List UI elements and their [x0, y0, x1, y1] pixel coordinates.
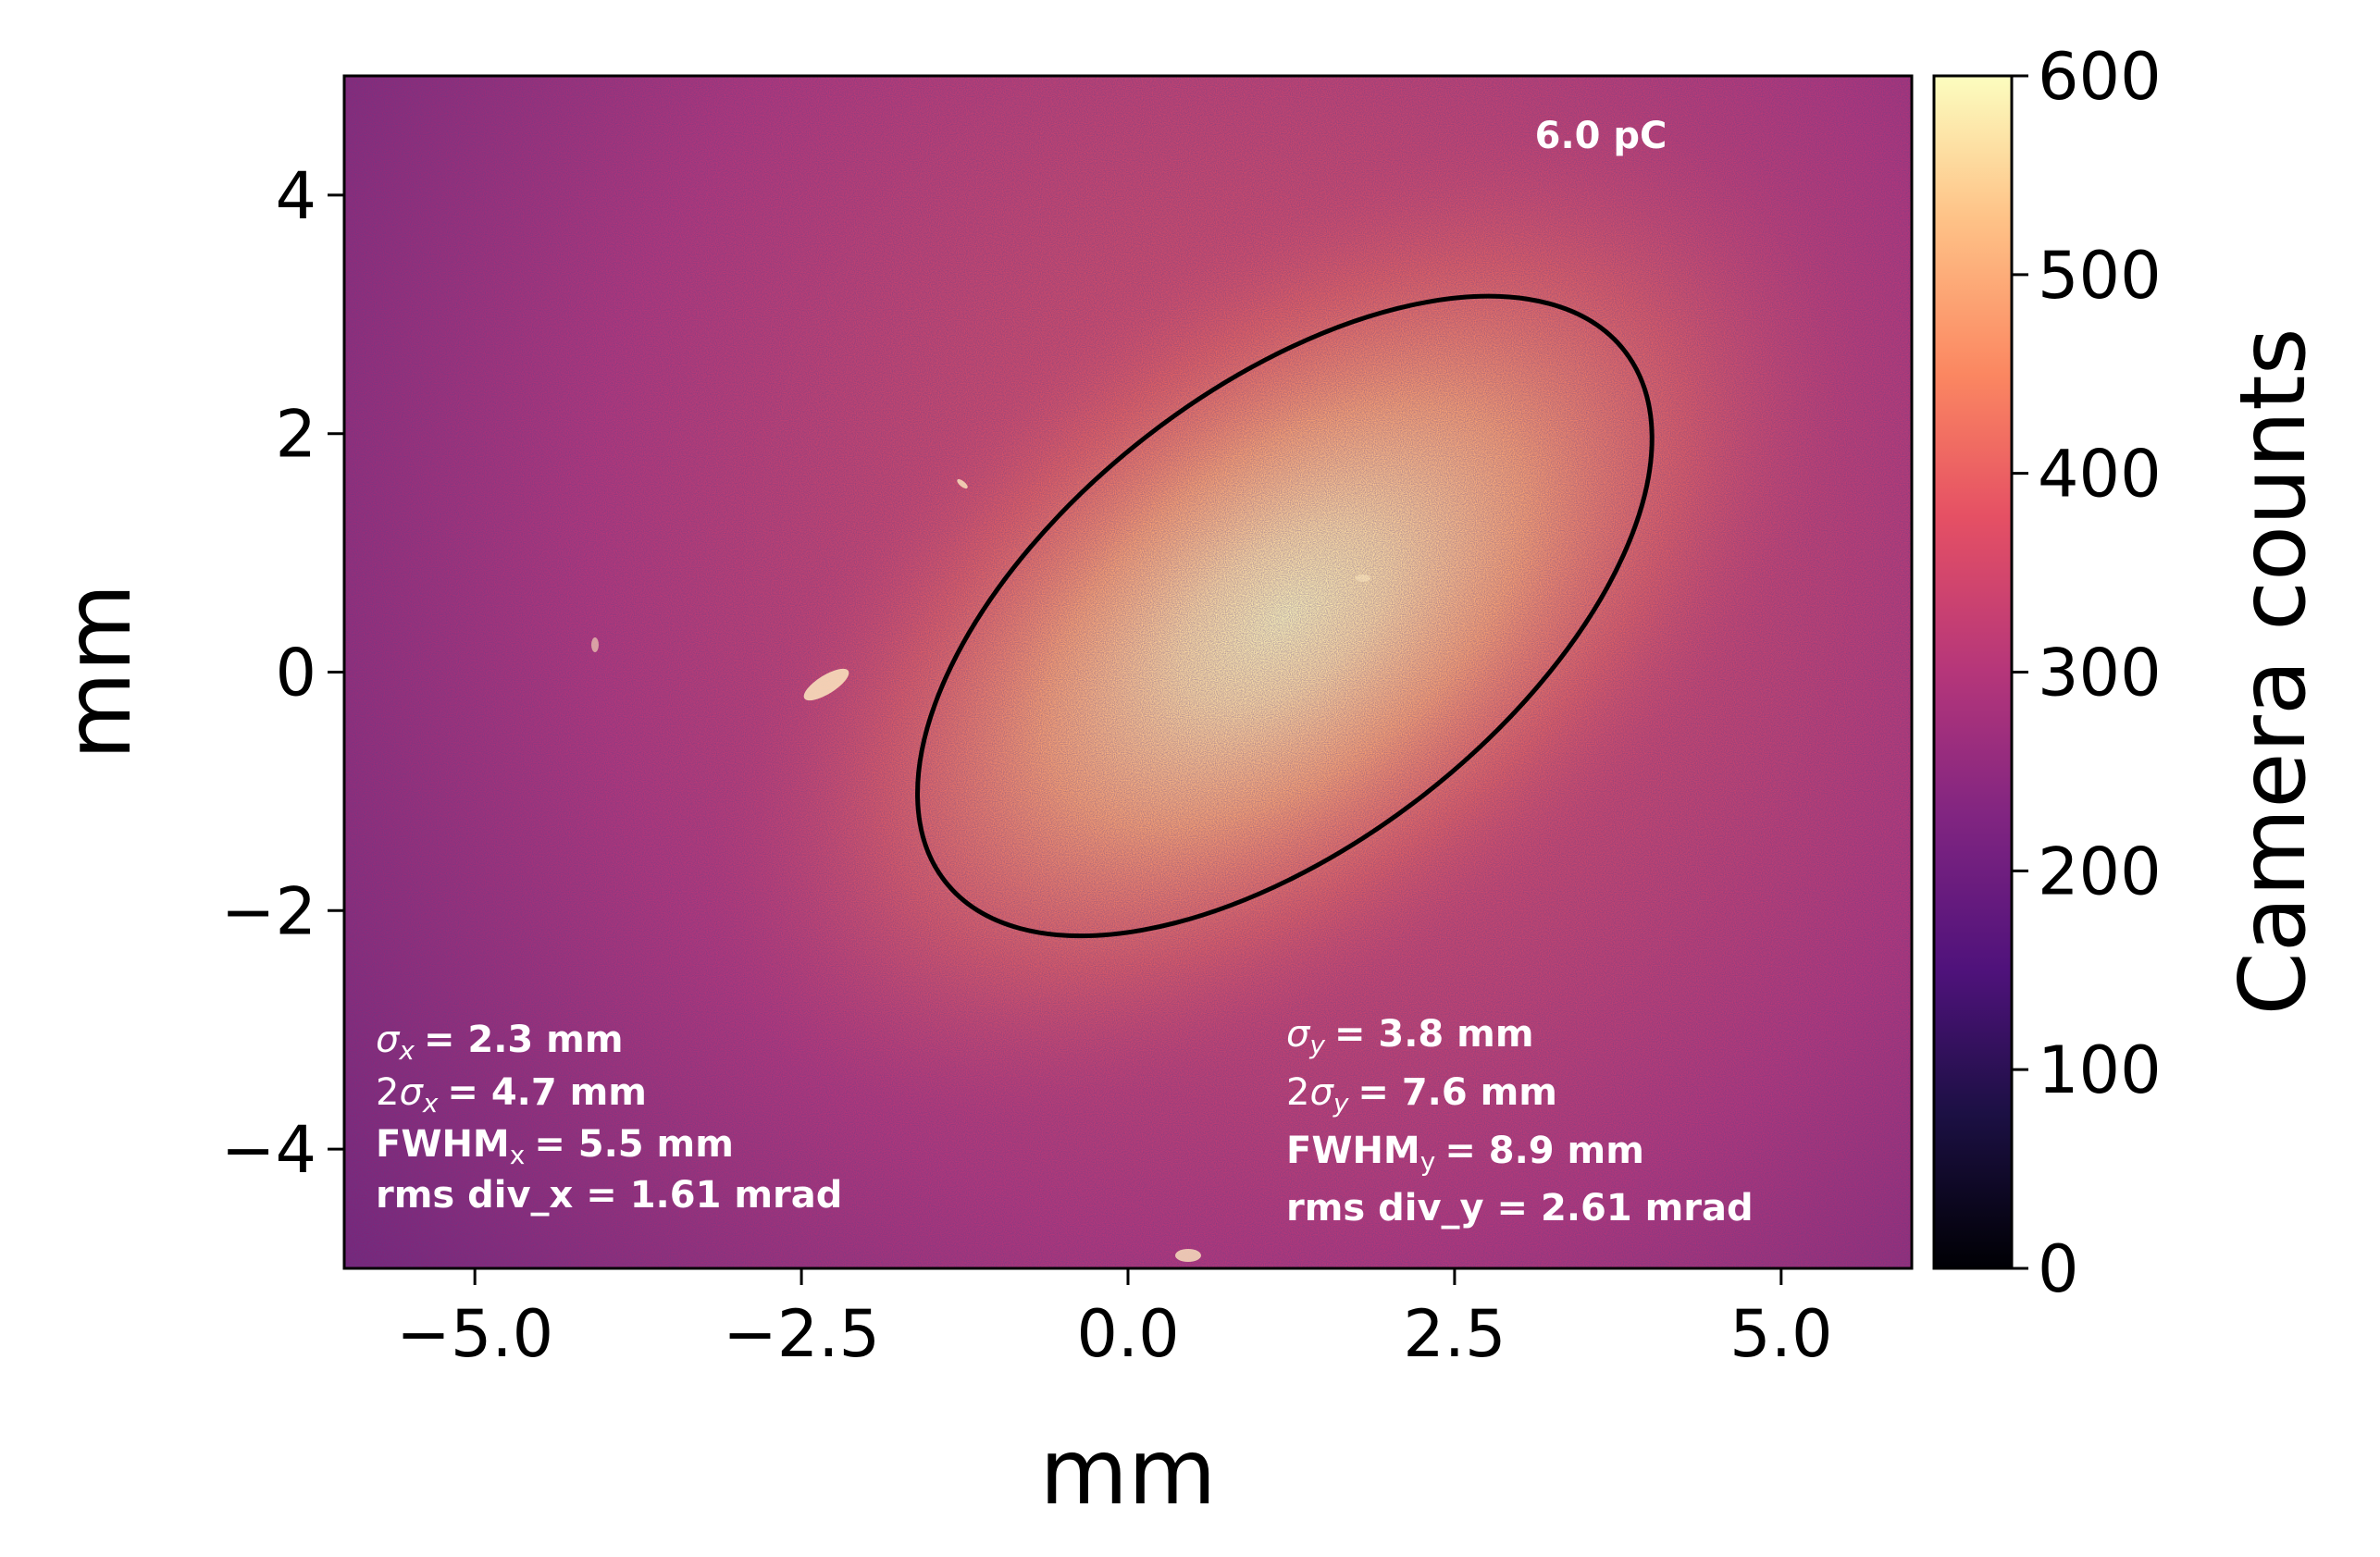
x-tick-label: −2.5 — [723, 1296, 880, 1372]
y-sigma-line: σy = 3.8 mm — [1286, 1013, 1534, 1060]
x-tick-label: 2.5 — [1403, 1296, 1506, 1372]
hot-spots — [591, 478, 1370, 1262]
colorbar-tick-label: 600 — [2038, 39, 2162, 115]
colorbar — [1932, 74, 2014, 1270]
sensor-noise — [344, 76, 1912, 1268]
colorbar-tick-label: 0 — [2038, 1231, 2079, 1307]
y-rms-div-line: rms div_y = 2.61 mrad — [1286, 1187, 1754, 1230]
y-tick-label: −2 — [221, 873, 316, 949]
hot-spot — [1356, 575, 1370, 582]
hot-spot — [957, 478, 968, 489]
x-tick-label: −5.0 — [396, 1296, 553, 1372]
charge-label: 6.0 pC — [1535, 115, 1667, 157]
hot-spot — [591, 637, 599, 652]
y-tick-label: −4 — [221, 1112, 316, 1188]
x-two-sigma-line: 2σx = 4.7 mm — [376, 1071, 647, 1118]
x-tick-label: 0.0 — [1076, 1296, 1179, 1372]
x-sigma-line: σx = 2.3 mm — [376, 1019, 624, 1066]
x-fwhm-line: FWHMx = 5.5 mm — [376, 1123, 734, 1170]
fit-ellipse — [915, 293, 1655, 939]
heatmap-image — [344, 76, 1912, 1268]
x-stats-annotation: σx = 2.3 mm 2σx = 4.7 mm FWHMx = 5.5 mm rms… — [376, 1019, 842, 1217]
y-two-sigma-line: 2σy = 7.6 mm — [1286, 1071, 1557, 1118]
colorbar-title: Camera counts — [2221, 327, 2326, 1015]
hot-spot — [803, 668, 849, 701]
y-tick-label: 4 — [275, 158, 316, 234]
y-tick-label: 2 — [275, 397, 316, 473]
colorbar-tick-label: 500 — [2038, 238, 2162, 314]
x-axis-ticks: −5.0 −2.5 0.0 2.5 5.0 — [396, 1268, 1832, 1372]
colorbar-ticks: 0 100 200 300 400 500 600 — [2012, 39, 2162, 1307]
y-tick-label: 0 — [275, 636, 316, 711]
x-rms-div-line: rms div_x = 1.61 mrad — [376, 1174, 842, 1217]
y-stats-annotation: σy = 3.8 mm 2σy = 7.6 mm FWHMy = 8.9 mm rms… — [1286, 1013, 1754, 1230]
hot-spot — [1175, 1249, 1201, 1262]
y-axis-title: mm — [46, 584, 152, 760]
colorbar-tick-label: 100 — [2038, 1032, 2162, 1108]
colorbar-tick-label: 400 — [2038, 437, 2162, 513]
y-axis-ticks: −4 −2 0 2 4 — [221, 158, 344, 1188]
x-tick-label: 5.0 — [1729, 1296, 1832, 1372]
x-axis-title: mm — [1040, 1420, 1217, 1526]
colorbar-tick-label: 300 — [2038, 636, 2162, 711]
y-fwhm-line: FWHMy = 8.9 mm — [1286, 1130, 1644, 1177]
colorbar-tick-label: 200 — [2038, 834, 2162, 909]
